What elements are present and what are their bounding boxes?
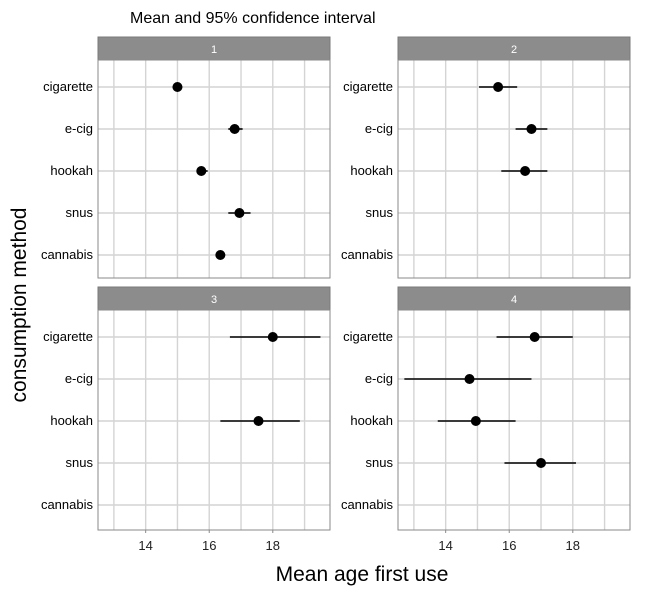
chart-title: Mean and 95% confidence interval (130, 10, 376, 27)
x-tick-label-16: 16 (502, 538, 516, 553)
y-tick-label-snus: snus (366, 205, 394, 220)
panel-strip-label: 4 (511, 294, 517, 306)
mean-point-cannabis (215, 250, 226, 260)
panel-2: 2 cigarette e-cig hookah snus cannabis (341, 36, 631, 279)
mean-point-e-cig (526, 124, 537, 134)
panel-3: 3 cigarette e-cig hookah snus cannabis 14 16 18 (41, 286, 331, 553)
mean-point-e-cig (464, 374, 475, 384)
y-tick-label-cannabis: cannabis (341, 497, 394, 512)
y-axis-label: consumption method (8, 208, 31, 403)
mean-point-cigarette (172, 82, 183, 92)
y-tick-label-cigarette: cigarette (343, 79, 393, 94)
mean-point-hookah (196, 166, 207, 176)
y-tick-label-hookah: hookah (350, 163, 393, 178)
y-tick-label-snus: snus (66, 205, 94, 220)
y-tick-label-e-cig: e-cig (365, 371, 393, 386)
x-tick-label-18: 18 (566, 538, 580, 553)
y-tick-label-snus: snus (366, 455, 394, 470)
y-tick-label-e-cig: e-cig (65, 371, 93, 386)
panels-group: 1 cigarette e-cig hookah snus cannabis 2 cigare… (41, 36, 631, 553)
y-tick-label-snus: snus (66, 455, 94, 470)
panel-4: 4 cigarette e-cig hookah snus cannabis 14 16 18 (341, 286, 631, 553)
mean-point-snus (234, 208, 245, 218)
panel-strip-label: 2 (511, 44, 517, 56)
x-tick-label-18: 18 (266, 538, 280, 553)
panel-border (397, 59, 631, 279)
mean-point-cigarette (267, 332, 278, 342)
x-tick-label-14: 14 (138, 538, 152, 553)
y-tick-label-cannabis: cannabis (41, 247, 94, 262)
y-tick-label-e-cig: e-cig (65, 121, 93, 136)
panel-border (97, 309, 331, 531)
y-tick-label-cigarette: cigarette (343, 329, 393, 344)
y-tick-label-hookah: hookah (50, 163, 93, 178)
mean-point-hookah (520, 166, 531, 176)
x-tick-label-14: 14 (438, 538, 452, 553)
panel-border (97, 59, 331, 279)
mean-point-e-cig (229, 124, 240, 134)
panel-strip-label: 1 (211, 44, 217, 56)
y-tick-label-cannabis: cannabis (341, 247, 394, 262)
panel-border (397, 309, 631, 531)
y-tick-label-e-cig: e-cig (365, 121, 393, 136)
y-tick-label-cigarette: cigarette (43, 329, 93, 344)
y-tick-label-hookah: hookah (350, 413, 393, 428)
y-tick-label-cannabis: cannabis (41, 497, 94, 512)
panel-strip-label: 3 (211, 294, 217, 306)
panel-1: 1 cigarette e-cig hookah snus cannabis (41, 36, 331, 279)
mean-point-snus (536, 458, 547, 468)
mean-point-hookah (470, 416, 481, 426)
x-tick-label-16: 16 (202, 538, 216, 553)
x-axis-label: Mean age first use (276, 563, 449, 586)
mean-point-cigarette (493, 82, 504, 92)
mean-point-hookah (253, 416, 264, 426)
y-tick-label-cigarette: cigarette (43, 79, 93, 94)
y-tick-label-hookah: hookah (50, 413, 93, 428)
mean-point-cigarette (529, 332, 540, 342)
